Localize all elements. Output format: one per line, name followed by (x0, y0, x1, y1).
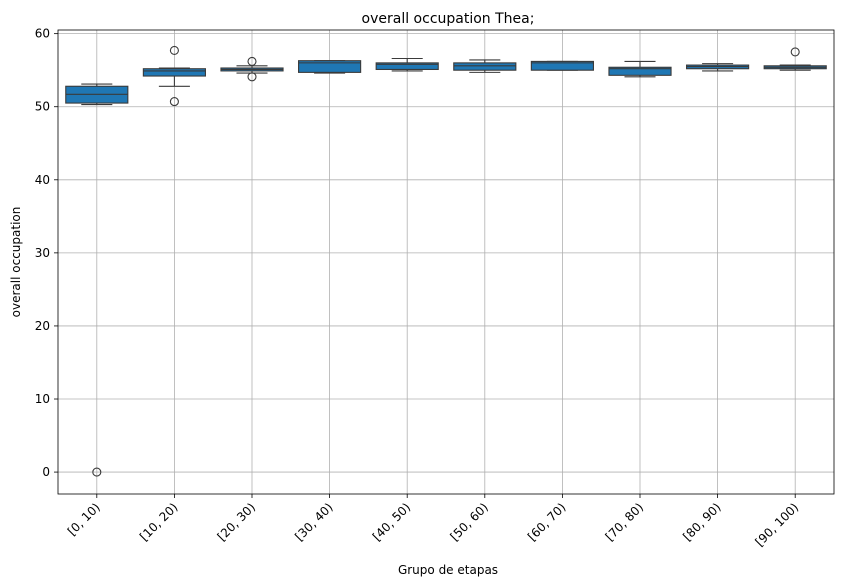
box-iqr (608, 66, 672, 76)
box-layer (65, 45, 827, 477)
grid-layer (58, 30, 834, 494)
chart-title: overall occupation Thea; (362, 11, 535, 27)
plot-frame (57, 29, 835, 495)
box-iqr (298, 60, 362, 73)
box-iqr (375, 62, 439, 71)
box-group (530, 60, 594, 71)
y-tick-label: 60 (35, 27, 50, 41)
x-axis-label: Grupo de etapas (398, 563, 498, 577)
box-group (686, 63, 750, 72)
box-group (375, 57, 439, 72)
outlier-point (92, 467, 102, 477)
y-tick-label: 10 (35, 392, 50, 406)
y-tick-label: 0 (42, 465, 50, 479)
box-group (763, 47, 827, 71)
box-iqr (453, 62, 517, 71)
box-iqr (142, 68, 206, 77)
box-group (298, 60, 362, 74)
box-group (453, 59, 517, 73)
outlier-point (790, 47, 800, 57)
outlier-point (169, 97, 179, 107)
box-iqr (530, 60, 594, 71)
y-tick-label: 30 (35, 246, 50, 260)
box-group (65, 83, 129, 477)
box-group (142, 45, 206, 107)
y-axis-label: overall occupation (9, 207, 23, 318)
y-tick-label: 20 (35, 319, 50, 333)
y-tick-label: 50 (35, 100, 50, 114)
outlier-point (247, 72, 257, 82)
box-group (220, 56, 284, 82)
box-group (608, 60, 672, 78)
y-tick-label: 40 (35, 173, 50, 187)
outlier-point (169, 45, 179, 56)
outlier-point (247, 56, 257, 66)
